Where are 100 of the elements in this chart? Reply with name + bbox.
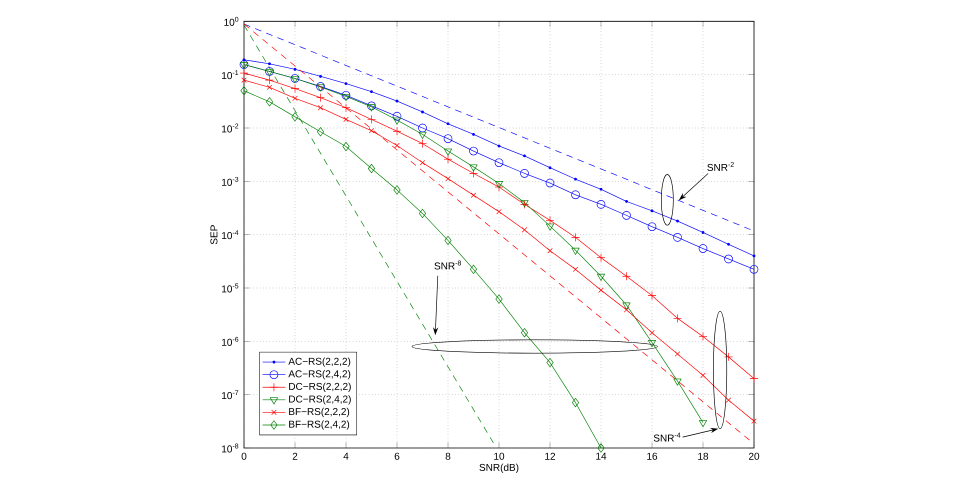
point [572,266,578,272]
point [316,127,324,136]
point [702,231,704,234]
point [522,227,528,233]
point [444,236,452,246]
legend-label: AC−RS(2,4,2) [288,370,350,380]
x-tick-label: 16 [647,452,658,460]
point [392,112,402,121]
point [572,398,580,408]
point [292,96,298,102]
point [367,104,376,112]
point [571,190,580,200]
point [546,178,554,188]
point [698,244,708,253]
point [622,302,631,310]
point [368,164,376,174]
point [546,216,554,225]
point [751,418,757,424]
point [673,314,682,323]
point [318,105,324,110]
point [294,68,296,71]
point [418,124,427,132]
point [673,233,682,242]
point [469,164,478,172]
point [444,148,452,156]
point [446,122,450,126]
point [596,253,606,262]
x-tick-label: 2 [292,452,298,460]
legend-label: DC−RS(2,4,2) [289,395,351,405]
y-tick-label: 10$^{-8}$ [222,443,238,453]
point [342,103,350,112]
x-tick-label: 14 [596,452,606,460]
point [392,126,402,136]
point [648,340,656,348]
point [622,272,631,281]
point [750,374,758,383]
y-tick-label: 10$^{-5}$ [222,284,238,292]
point [469,146,478,156]
legend-label: BF−RS(2,4,2) [289,420,350,430]
point [546,224,554,231]
point [727,242,730,246]
point [268,62,271,66]
point [494,181,504,188]
x-tick-label: 8 [446,452,450,460]
point [520,328,528,338]
point [622,211,631,220]
x-tick-label: 10 [494,452,504,460]
point [494,182,504,192]
point [498,144,500,148]
x-tick-label: 6 [394,452,400,460]
x-tick-label: 20 [748,452,760,460]
point [648,222,656,232]
point [420,160,426,166]
y-axis-title: SEP [210,225,218,244]
point [342,94,350,102]
y-tick-label: 10$^{-3}$ [222,176,238,186]
point [291,112,299,122]
point [596,274,606,281]
annotation: SNR$^{-8}$ [434,260,462,270]
point [396,100,398,102]
point [444,154,452,164]
y-tick-label: 10$^{0}$ [224,16,238,26]
point [367,102,376,110]
point [597,443,605,453]
point [698,332,708,341]
point [392,118,402,125]
point [571,233,580,242]
point [368,128,374,134]
point [418,132,427,139]
point [648,291,656,300]
point [445,176,451,182]
point [523,154,526,158]
point [265,76,274,84]
point [571,248,580,255]
point [624,307,630,313]
y-tick-label: 10$^{-2}$ [222,123,238,133]
point [547,248,553,254]
point [600,188,602,191]
point [393,185,401,195]
point [343,116,349,122]
point [241,77,247,83]
point [344,82,348,86]
point [724,254,733,264]
point [625,200,628,203]
y-tick-label: 10$^{-1}$ [222,70,238,80]
point [240,86,248,96]
x-tick-label: 4 [343,452,348,460]
point [470,192,476,198]
point [596,200,606,209]
x-tick-label: 18 [698,452,708,460]
y-tick-label: 10$^{-7}$ [222,390,238,400]
point [724,352,733,362]
point [494,158,504,167]
point [574,178,577,181]
point [673,378,682,386]
point [444,134,452,144]
point [520,169,529,178]
point [394,142,400,148]
point [649,330,655,336]
legend-label: DC−RS(2,2,2) [289,382,351,392]
